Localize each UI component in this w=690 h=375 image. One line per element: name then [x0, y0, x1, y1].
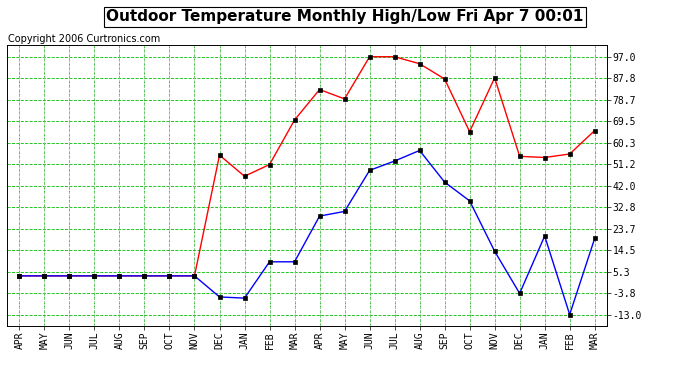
- Text: Outdoor Temperature Monthly High/Low Fri Apr 7 00:01: Outdoor Temperature Monthly High/Low Fri…: [106, 9, 584, 24]
- Text: Copyright 2006 Curtronics.com: Copyright 2006 Curtronics.com: [8, 34, 160, 45]
